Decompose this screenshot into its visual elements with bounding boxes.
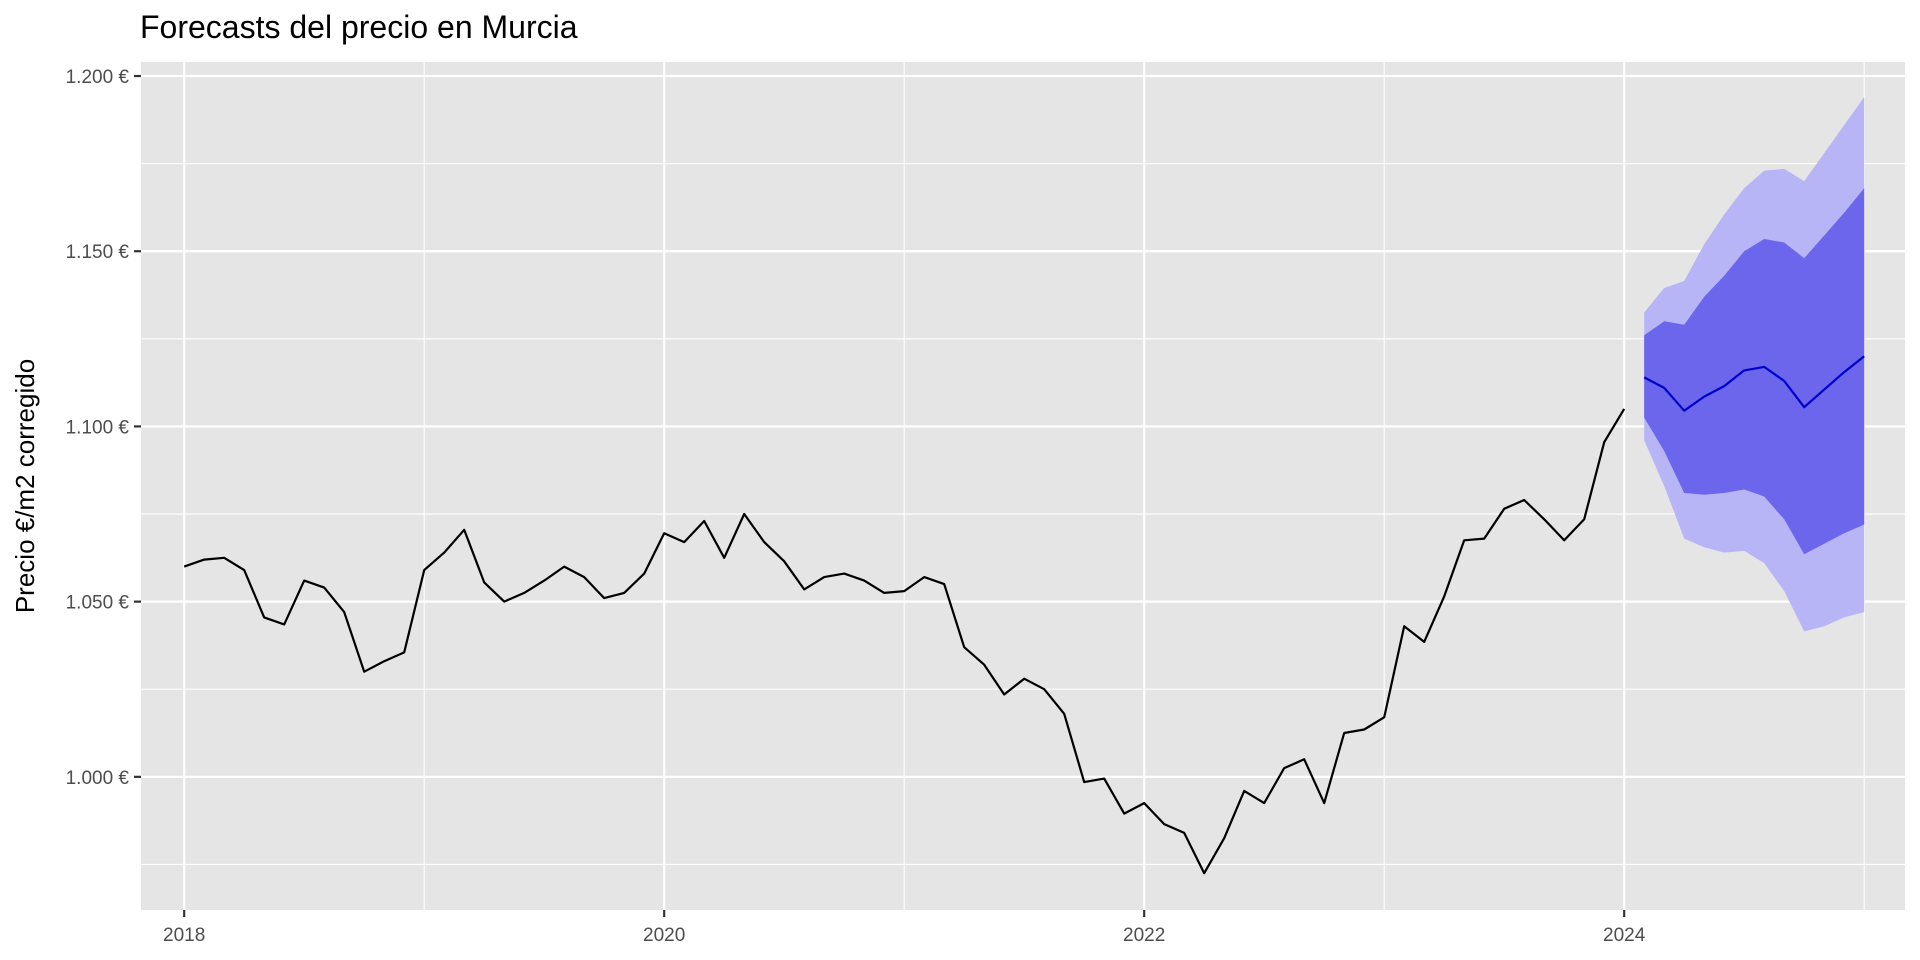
forecast-band-80 bbox=[1644, 188, 1865, 555]
axes: 2018 2020 2022 2024 1.000 € 1.050 € 1.100 € 1.1… bbox=[66, 67, 1646, 946]
grid-lines bbox=[141, 62, 1905, 910]
y-tick-label: 1.000 € bbox=[66, 768, 130, 789]
y-tick-label: 1.200 € bbox=[66, 67, 130, 88]
x-tick-label: 2022 bbox=[1123, 925, 1165, 946]
forecast-mean-line bbox=[1643, 355, 1865, 412]
x-tick-label: 2024 bbox=[1603, 925, 1646, 946]
history-line bbox=[183, 408, 1626, 875]
x-tick-label: 2018 bbox=[163, 925, 205, 946]
chart-title: Forecasts del precio en Murcia bbox=[140, 9, 578, 45]
y-tick-label: 1.100 € bbox=[66, 417, 130, 438]
interval-80-area bbox=[1644, 188, 1865, 555]
x-tick-label: 2020 bbox=[643, 925, 685, 946]
series-lines bbox=[183, 355, 1865, 875]
plot-panel bbox=[141, 62, 1905, 910]
y-tick-label: 1.150 € bbox=[66, 242, 130, 263]
y-axis-title: Precio €/m2 corregido bbox=[10, 359, 40, 613]
y-tick-label: 1.050 € bbox=[66, 593, 130, 614]
